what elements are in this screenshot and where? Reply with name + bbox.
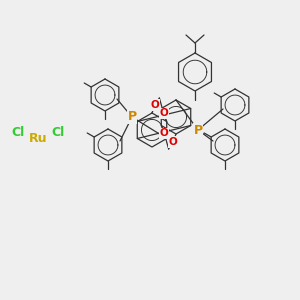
- Text: Cl: Cl: [51, 125, 64, 139]
- Text: P: P: [128, 110, 136, 124]
- Text: O: O: [159, 109, 168, 118]
- Text: O: O: [160, 128, 169, 139]
- Text: Cl: Cl: [11, 125, 25, 139]
- Text: O: O: [169, 137, 177, 147]
- Text: P: P: [194, 124, 202, 136]
- Text: O: O: [151, 100, 159, 110]
- Text: Ru: Ru: [29, 131, 47, 145]
